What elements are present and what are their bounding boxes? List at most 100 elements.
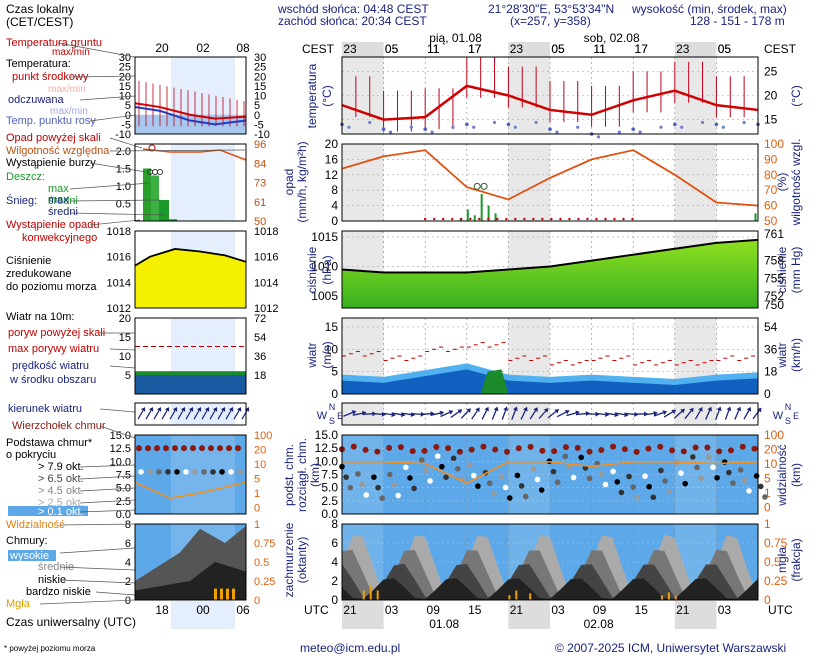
mini-top-hour-1: 02 xyxy=(196,41,210,55)
cloud-top-dot-85 xyxy=(397,444,404,451)
mini-wind-dir-shaft xyxy=(233,410,240,420)
panel-dir-night-2 xyxy=(674,403,717,425)
legend-text-11: Deszcz: xyxy=(6,171,45,183)
press-label-right: ciśnienie xyxy=(775,246,789,293)
mini-wind-tick-r-0: 18 xyxy=(254,370,266,382)
press-label-right2: (mm Hg) xyxy=(789,247,803,294)
wind-dir-head xyxy=(475,407,480,413)
mini-temp-dew-area xyxy=(135,114,246,134)
panel-temp-night-2 xyxy=(674,57,717,134)
wind-dir-shaft xyxy=(547,411,557,419)
humidity-line xyxy=(341,149,759,207)
wind-dir-shaft xyxy=(391,412,402,416)
cloud-base-dot-230-1 xyxy=(502,484,509,491)
mini-wind-dir-shaft xyxy=(177,410,184,420)
mini-temp-tick-r-3: 5 xyxy=(254,100,260,112)
mini-pressure-area xyxy=(135,248,246,308)
cloud-base-dot-184-2 xyxy=(475,483,481,489)
mini-cb-tick-r-5: 0 xyxy=(254,503,260,515)
mini-wind-dir-head xyxy=(188,407,194,412)
wind-dir-shaft xyxy=(604,412,616,416)
dew-point-1 xyxy=(381,127,386,131)
bottom-hour-8: 21 xyxy=(676,603,690,617)
dew-dot-52 xyxy=(700,120,705,125)
temp-tick-r-0: 15 xyxy=(764,113,778,127)
panel-dir-frame xyxy=(341,402,759,426)
legend-text-20: zredukowane xyxy=(6,268,71,280)
mini-cloudtop-148 xyxy=(145,445,151,452)
mini-wind-dir-189 xyxy=(185,407,194,420)
mini-cb-tick-r-1: 20 xyxy=(254,445,266,457)
wind-dir-arrow-276 xyxy=(529,407,538,420)
cloud-top-dot-306 xyxy=(551,448,558,455)
conv-dot-224 xyxy=(496,217,499,221)
cloud-base-dot-391-2 xyxy=(618,489,625,496)
cloud-top-dot-442 xyxy=(645,445,652,452)
bottom-hour-2: 09 xyxy=(427,603,441,617)
legend-text-33: > 4.5 okt. xyxy=(38,485,84,497)
wind-dir-arrow-458 xyxy=(653,410,668,417)
wind-dir-shaft xyxy=(643,412,654,416)
wind-tick-r-0: 0 xyxy=(764,387,771,401)
cloud-base-dot-368-2 xyxy=(602,481,609,488)
press-tick-r-0: 761 xyxy=(764,227,784,241)
wind-dir-shaft xyxy=(410,413,421,415)
legend-text-19: Ciśnienie xyxy=(6,255,51,267)
legend-text-22: Wiatr na 10m: xyxy=(6,311,74,323)
cloud-top-dot-323 xyxy=(562,444,569,451)
legend-pointer-18 xyxy=(79,487,136,492)
cloud-base-dot-598-1 xyxy=(757,483,764,490)
mini-precip-tick-r-3: 84 xyxy=(254,158,266,170)
legend-pointer-21 xyxy=(59,523,136,526)
mini-wind-dir-head xyxy=(164,407,170,412)
cloud-base-dot-506-1 xyxy=(694,464,700,471)
cloud-base-dot-276-0 xyxy=(530,466,537,472)
cb-tick-l-3: 7.5 xyxy=(321,468,338,482)
wind-dir-head xyxy=(533,407,538,412)
cloud-base-dot-253-2 xyxy=(522,493,529,500)
compass-n-right: N xyxy=(785,402,792,412)
legend-text-17: Wystąpienie opadu xyxy=(6,219,99,231)
mini-wind-inner xyxy=(135,375,246,394)
dew-dot-43 xyxy=(638,130,642,134)
cloud-base-dot-414-1 xyxy=(630,484,636,490)
precip-tick-l-2: 4 xyxy=(331,199,338,213)
wind-dir-shaft xyxy=(343,411,353,417)
mini-cloudbase-211 xyxy=(210,469,216,475)
conv-dot-302 xyxy=(550,217,553,221)
cloud-base-dot-0-2 xyxy=(347,484,354,491)
cc-tick-l-2: 4 xyxy=(331,555,338,569)
cb-tick-r-0: 100 xyxy=(764,428,784,442)
cc-tick-r-0: 0 xyxy=(764,593,771,607)
wind-dir-arrow-570 xyxy=(734,406,742,420)
mini-cloudcover-frame xyxy=(134,523,247,601)
cloud-base-dot-92-1 xyxy=(407,475,413,481)
mini-precip-tick-l-0: 0.5 xyxy=(116,199,131,211)
fog-bar-0 xyxy=(362,590,365,600)
precip-tick-l-4: 8 xyxy=(331,183,338,197)
wind-dir-shaft xyxy=(511,410,517,420)
footer-email[interactable]: meteo@icm.edu.pl xyxy=(300,641,401,655)
conv-dot-367 xyxy=(595,217,598,221)
cloud-base-dot-230-2 xyxy=(506,495,513,501)
mini-wind-dir-shaft xyxy=(201,410,208,420)
wind-dir-shaft xyxy=(529,410,537,420)
precip-tick-r-5: 100 xyxy=(764,137,784,151)
wind-dir-arrow-304 xyxy=(547,409,560,419)
press-label-left2: (hPa) xyxy=(320,255,334,284)
legend-pointer-24 xyxy=(59,579,136,584)
legend-pointer-10 xyxy=(89,219,141,226)
panel-temp-frame xyxy=(341,56,759,135)
mini-cloudbase-148 xyxy=(147,469,153,475)
mini-cloudtop-166 xyxy=(163,445,169,452)
wind-dir-shaft xyxy=(653,412,664,417)
wind-dir-head xyxy=(689,407,694,413)
cloud-base-dot-138-0 xyxy=(434,453,441,459)
top-axis-night-0 xyxy=(342,42,384,57)
cloud-top-dot-408 xyxy=(621,446,628,453)
precip-tick-l-6: 12 xyxy=(325,168,339,182)
mini-bottom-hour-0: 18 xyxy=(155,603,169,617)
dew-dot-49 xyxy=(680,125,684,129)
mini-cloudtop-193 xyxy=(190,445,196,452)
legend-text-21: do poziomu morza xyxy=(6,281,97,293)
